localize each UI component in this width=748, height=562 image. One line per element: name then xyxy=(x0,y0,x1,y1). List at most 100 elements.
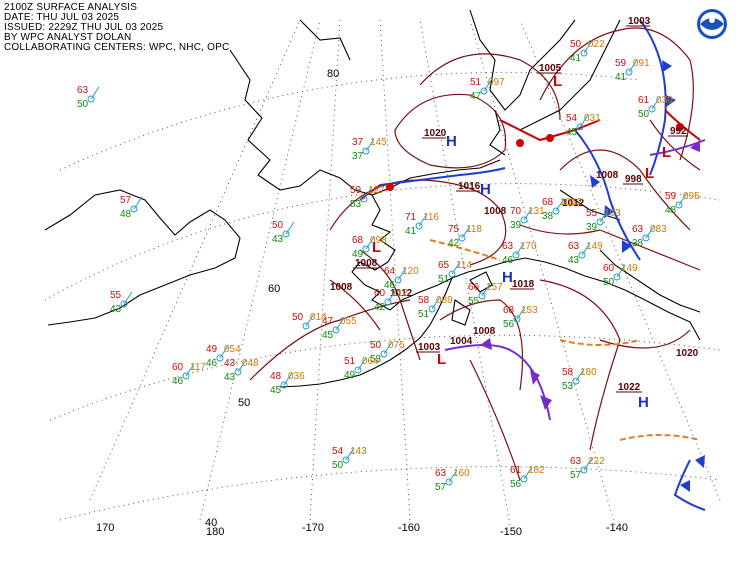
station-temperature: 63 xyxy=(435,468,447,479)
station-temperature: 66 xyxy=(468,282,480,293)
low-center: 1003 L xyxy=(416,342,446,368)
svg-text:1008: 1008 xyxy=(355,258,378,269)
station-plot: 63 170 46 xyxy=(502,241,537,266)
station-temperature: 71 xyxy=(405,212,417,223)
station-circle xyxy=(342,456,350,464)
station-dewpoint: 38 xyxy=(632,238,644,249)
station-dewpoint: 50 xyxy=(638,109,650,120)
station-plot: 58 089 51 xyxy=(418,295,453,320)
wind-barb xyxy=(123,291,133,305)
station-dewpoint: 51 xyxy=(438,274,450,285)
station-dewpoint: 50 xyxy=(332,460,344,471)
station-plot: 37 145 37 xyxy=(352,137,387,162)
svg-text:H: H xyxy=(480,181,491,198)
station-dewpoint: 51 xyxy=(418,309,430,320)
station-dewpoint: 45 xyxy=(566,127,578,138)
wind-barb xyxy=(363,186,373,200)
station-circle xyxy=(354,366,362,374)
header-centers: COLLABORATING CENTERS: WPC, NHC, OPC xyxy=(4,42,230,53)
station-circle xyxy=(580,466,588,474)
station-pressure: 022 xyxy=(588,39,605,50)
station-plot: 59 095 48 xyxy=(665,191,700,216)
wind-barb xyxy=(283,372,293,386)
station-dewpoint: 49 xyxy=(344,370,356,381)
station-dewpoint: 50 xyxy=(603,277,615,288)
station-circle xyxy=(282,230,290,238)
station-pressure: 112 xyxy=(392,288,408,299)
svg-text:L: L xyxy=(437,351,446,368)
svg-text:1016: 1016 xyxy=(458,181,481,192)
station-temperature: 55 xyxy=(586,208,598,219)
station-pressure: 031 xyxy=(584,113,601,124)
svg-text:1003: 1003 xyxy=(628,16,651,27)
header-date: DATE: THU JUL 03 2025 xyxy=(4,12,120,23)
station-pressure: 055 xyxy=(340,316,357,327)
station-circle xyxy=(478,292,486,300)
wind-barb xyxy=(579,114,589,128)
station-pressure: 180 xyxy=(580,367,597,378)
wind-barb xyxy=(451,261,461,275)
station-pressure: 048 xyxy=(242,358,259,369)
station-circle xyxy=(394,276,402,284)
station-circle xyxy=(332,326,340,334)
station-dewpoint: 45 xyxy=(270,385,282,396)
svg-text:-160: -160 xyxy=(398,522,420,534)
station-pressure: 103 xyxy=(604,208,621,219)
station-pressure: 097 xyxy=(488,77,505,88)
svg-text:1012: 1012 xyxy=(562,198,585,209)
station-temperature: 48 xyxy=(270,371,282,382)
station-circle xyxy=(648,105,656,113)
station-pressure: 160 xyxy=(453,468,470,479)
station-dewpoint: 41 xyxy=(615,72,627,83)
wind-barb xyxy=(418,213,428,227)
station-plot: 54 031 45 xyxy=(566,113,601,138)
wind-barb xyxy=(483,78,493,92)
station-temperature: 55 xyxy=(110,290,122,301)
station-dewpoint: 53 xyxy=(370,354,382,365)
station-temperature: 60 xyxy=(172,362,184,373)
station-temperature: 58 xyxy=(418,295,430,306)
wind-barb xyxy=(645,225,655,239)
header-title: 2100Z SURFACE ANALYSIS xyxy=(4,2,138,13)
svg-text:40: 40 xyxy=(205,517,217,529)
svg-text:L: L xyxy=(662,144,671,161)
station-pressure: 116 xyxy=(423,212,439,223)
station-temperature: 61 xyxy=(638,95,650,106)
station-circle xyxy=(120,300,128,308)
station-dewpoint: 43 xyxy=(110,304,122,315)
station-circle xyxy=(642,234,650,242)
station-pressure: 149 xyxy=(621,263,638,274)
station-pressure: 120 xyxy=(402,266,419,277)
station-pressure: 143 xyxy=(350,446,367,457)
fronts xyxy=(359,19,706,511)
station-dewpoint: 46 xyxy=(172,376,184,387)
station-temperature: 59 xyxy=(350,185,362,196)
station-temperature: 63 xyxy=(570,456,582,467)
svg-text:-150: -150 xyxy=(500,526,522,538)
station-plot: 55 103 39 xyxy=(586,208,621,233)
station-dewpoint: 56 xyxy=(510,479,522,490)
station-dewpoint: 42 xyxy=(448,238,460,249)
station-plot: 70 131 39 xyxy=(510,206,545,231)
station-dewpoint: 46 xyxy=(502,255,514,266)
station-pressure: 089 xyxy=(436,295,453,306)
wind-barb xyxy=(448,469,458,483)
wind-barb xyxy=(185,363,195,377)
station-temperature: 68 xyxy=(542,197,554,208)
station-plot: 50 075 53 xyxy=(370,340,405,365)
wind-barb xyxy=(555,198,565,212)
wind-barb xyxy=(90,86,100,100)
station-circle xyxy=(596,218,604,226)
wind-barb xyxy=(383,341,393,355)
wind-barb xyxy=(523,466,533,480)
station-plot: 59 127 53 xyxy=(350,185,385,210)
station-temperature: 61 xyxy=(510,465,522,476)
station-pressure: 157 xyxy=(486,282,503,293)
wind-barb xyxy=(678,192,688,206)
station-temperature: 54 xyxy=(332,446,344,457)
station-temperature: 50 xyxy=(292,312,304,323)
